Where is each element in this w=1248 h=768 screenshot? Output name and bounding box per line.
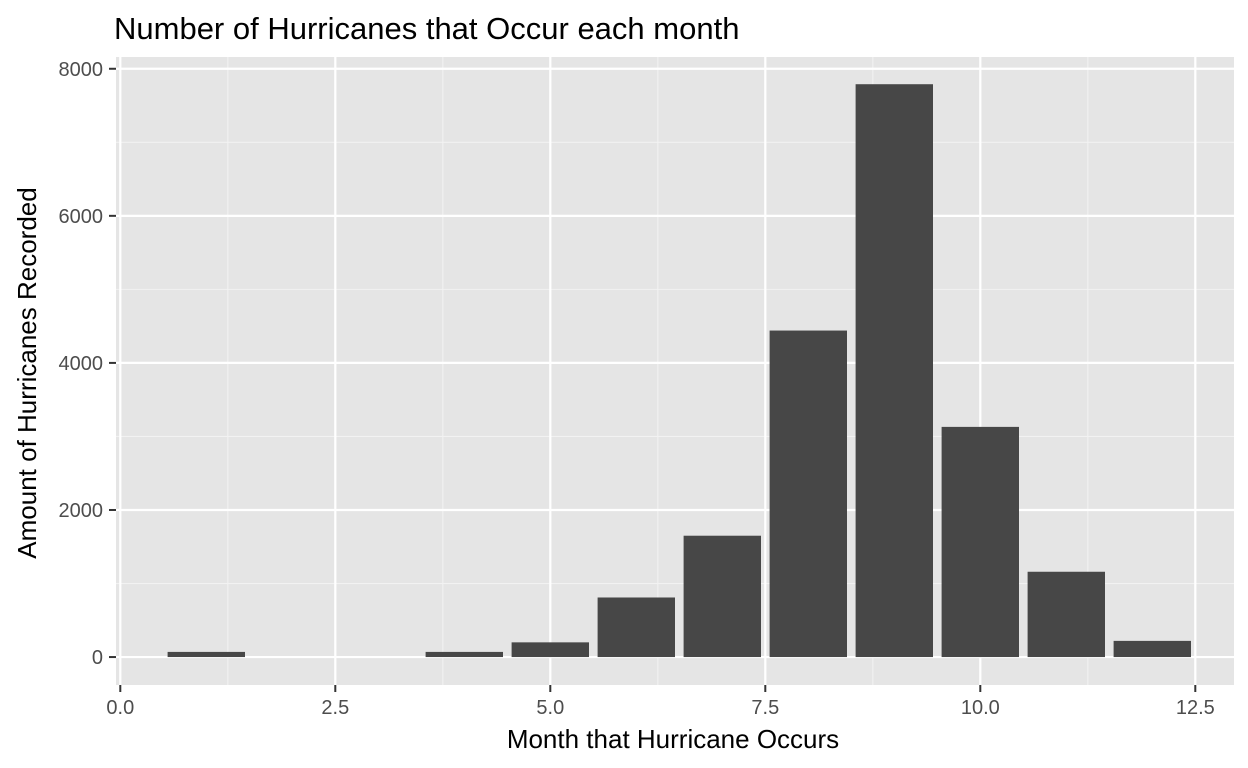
y-axis-title: Amount of Hurricanes Recorded bbox=[12, 187, 42, 558]
bar-month-9 bbox=[855, 84, 933, 658]
x-tick-label: 0.0 bbox=[106, 697, 134, 719]
bar-month-7 bbox=[683, 535, 761, 658]
y-tick-label: 6000 bbox=[59, 206, 104, 228]
x-axis-title: Month that Hurricane Occurs bbox=[507, 724, 839, 754]
bar-month-1 bbox=[167, 651, 245, 658]
x-tick-label: 2.5 bbox=[321, 697, 349, 719]
bar-month-5 bbox=[511, 642, 589, 658]
x-tick-label: 10.0 bbox=[961, 697, 1000, 719]
bars-group bbox=[167, 84, 1191, 658]
bar-month-10 bbox=[941, 426, 1019, 658]
x-tick-label: 12.5 bbox=[1176, 697, 1215, 719]
major-gridlines bbox=[116, 57, 1234, 685]
y-tick-label: 0 bbox=[92, 647, 103, 669]
bar-month-4 bbox=[425, 651, 503, 658]
y-tick-label: 4000 bbox=[59, 353, 104, 375]
x-tick-label: 7.5 bbox=[751, 697, 779, 719]
bar-month-11 bbox=[1027, 571, 1105, 658]
chart-title: Number of Hurricanes that Occur each mon… bbox=[114, 11, 739, 46]
y-tick-label: 2000 bbox=[59, 500, 104, 522]
bar-month-6 bbox=[597, 597, 675, 658]
bar-month-12 bbox=[1113, 640, 1191, 658]
x-axis: 0.0 2.5 5.0 7.5 10.0 12.5 bbox=[106, 685, 1215, 719]
y-axis: 0 2000 4000 6000 8000 bbox=[59, 59, 116, 669]
bar-month-8 bbox=[769, 330, 847, 658]
y-tick-label: 8000 bbox=[59, 59, 104, 81]
x-tick-label: 5.0 bbox=[536, 697, 564, 719]
